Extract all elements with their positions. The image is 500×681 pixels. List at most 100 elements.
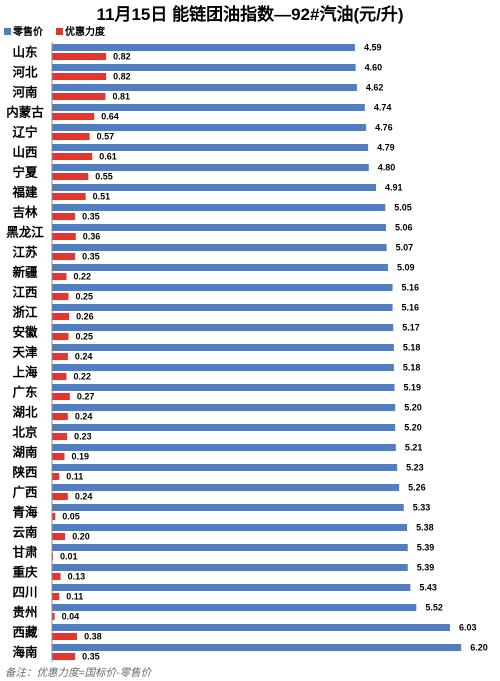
category-row: 四川 5.43 0.11 (12, 583, 436, 602)
discount-data-label: 0.57 (97, 132, 115, 142)
category-row: 江苏 5.07 0.35 (12, 243, 413, 262)
retail-price-bar (52, 364, 394, 371)
legend-swatch-discount (56, 28, 63, 35)
retail-price-bar (52, 404, 396, 411)
discount-bar (52, 533, 66, 540)
retail-price-data-label: 5.39 (417, 563, 435, 573)
category-label: 河南 (12, 85, 38, 100)
discount-bar (52, 573, 61, 580)
category-label: 天津 (12, 345, 38, 360)
discount-bar (52, 493, 68, 500)
discount-data-label: 0.38 (84, 632, 102, 642)
category-row: 湖南 5.21 0.19 (12, 443, 422, 462)
retail-price-data-label: 5.26 (408, 483, 426, 493)
discount-bar (52, 273, 67, 280)
retail-price-data-label: 5.07 (396, 243, 414, 253)
discount-data-label: 0.20 (72, 532, 90, 542)
discount-data-label: 0.11 (66, 472, 83, 482)
retail-price-bar (52, 544, 408, 551)
plot-area: 山东 4.59 0.82 河北 4.60 0.82 河南 4.62 0.81 内蒙古 4.74 0.6… (6, 43, 487, 662)
category-row: 上海 5.18 0.22 (12, 363, 420, 382)
category-label: 福建 (11, 185, 38, 200)
discount-data-label: 0.55 (95, 172, 113, 182)
discount-bar (52, 433, 68, 440)
retail-price-data-label: 4.59 (364, 43, 382, 53)
category-label: 辽宁 (12, 125, 37, 140)
discount-data-label: 0.23 (74, 432, 92, 442)
discount-bar (52, 373, 67, 380)
retail-price-data-label: 5.52 (425, 603, 443, 613)
retail-price-data-label: 4.79 (377, 143, 395, 153)
retail-price-bar (52, 444, 396, 451)
category-row: 陕西 5.23 0.11 (12, 463, 423, 482)
category-row: 天津 5.18 0.24 (12, 343, 420, 362)
retail-price-data-label: 5.06 (395, 223, 413, 233)
category-label: 广东 (12, 385, 38, 400)
category-row: 吉林 5.05 0.35 (12, 203, 411, 222)
category-row: 青海 5.33 0.05 (12, 503, 430, 522)
legend-label-retail-price: 零售价 (12, 25, 44, 38)
category-row: 重庆 5.39 0.13 (12, 563, 434, 582)
discount-data-label: 0.82 (113, 52, 131, 62)
discount-data-label: 0.04 (62, 612, 80, 622)
category-label: 宁夏 (12, 165, 38, 180)
discount-bar (52, 353, 68, 360)
category-row: 河北 4.60 0.82 (12, 63, 382, 82)
retail-price-bar (52, 424, 396, 431)
retail-price-bar (52, 124, 367, 131)
legend-label-discount: 优惠力度 (65, 25, 106, 38)
retail-price-data-label: 5.39 (417, 543, 435, 553)
category-row: 福建 4.91 0.51 (11, 183, 402, 202)
discount-bar (52, 393, 70, 400)
discount-bar (52, 473, 60, 480)
discount-data-label: 0.27 (77, 392, 95, 402)
discount-data-label: 0.35 (82, 212, 100, 222)
category-row: 江西 5.16 0.25 (12, 283, 419, 302)
retail-price-data-label: 5.18 (403, 343, 421, 353)
discount-bar (52, 233, 76, 240)
discount-bar (52, 133, 90, 140)
category-row: 浙江 5.16 0.26 (12, 303, 419, 322)
category-row: 黑龙江 5.06 0.36 (6, 223, 412, 242)
retail-price-bar (52, 504, 404, 511)
retail-price-bar (52, 564, 408, 571)
category-label: 西藏 (12, 625, 38, 640)
category-label: 广西 (12, 485, 37, 500)
discount-bar (52, 153, 93, 160)
category-label: 陕西 (12, 465, 37, 480)
category-row: 西藏 6.03 0.38 (12, 623, 476, 642)
retail-price-data-label: 4.60 (365, 63, 383, 73)
discount-bar (52, 593, 60, 600)
discount-data-label: 0.35 (82, 252, 100, 262)
discount-data-label: 0.26 (76, 312, 94, 322)
discount-bar (52, 413, 68, 420)
discount-bar (52, 73, 107, 80)
category-row: 安徽 5.17 0.25 (12, 323, 419, 342)
discount-bar (52, 633, 78, 640)
retail-price-bar (52, 64, 356, 71)
retail-price-bar (52, 464, 398, 471)
retail-price-data-label: 5.19 (404, 383, 422, 393)
discount-bar (52, 313, 70, 320)
retail-price-data-label: 5.16 (402, 283, 420, 293)
retail-price-data-label: 5.20 (404, 423, 422, 433)
retail-price-bar (52, 324, 394, 331)
retail-price-data-label: 5.05 (394, 203, 412, 213)
discount-data-label: 0.25 (76, 292, 94, 302)
retail-price-data-label: 5.43 (419, 583, 437, 593)
category-label: 新疆 (12, 265, 38, 280)
category-row: 辽宁 4.76 0.57 (12, 123, 392, 142)
category-label: 山西 (12, 145, 37, 160)
retail-price-data-label: 5.38 (416, 523, 434, 533)
retail-price-bar (52, 144, 369, 151)
category-row: 云南 5.38 0.20 (12, 523, 433, 542)
retail-price-bar (52, 244, 387, 251)
retail-price-data-label: 5.09 (397, 263, 415, 273)
retail-price-bar (52, 584, 411, 591)
category-label: 云南 (12, 525, 38, 540)
retail-price-bar (52, 204, 386, 211)
retail-price-data-label: 6.20 (470, 643, 488, 653)
discount-bar (52, 173, 89, 180)
category-row: 湖北 5.20 0.24 (12, 403, 421, 422)
